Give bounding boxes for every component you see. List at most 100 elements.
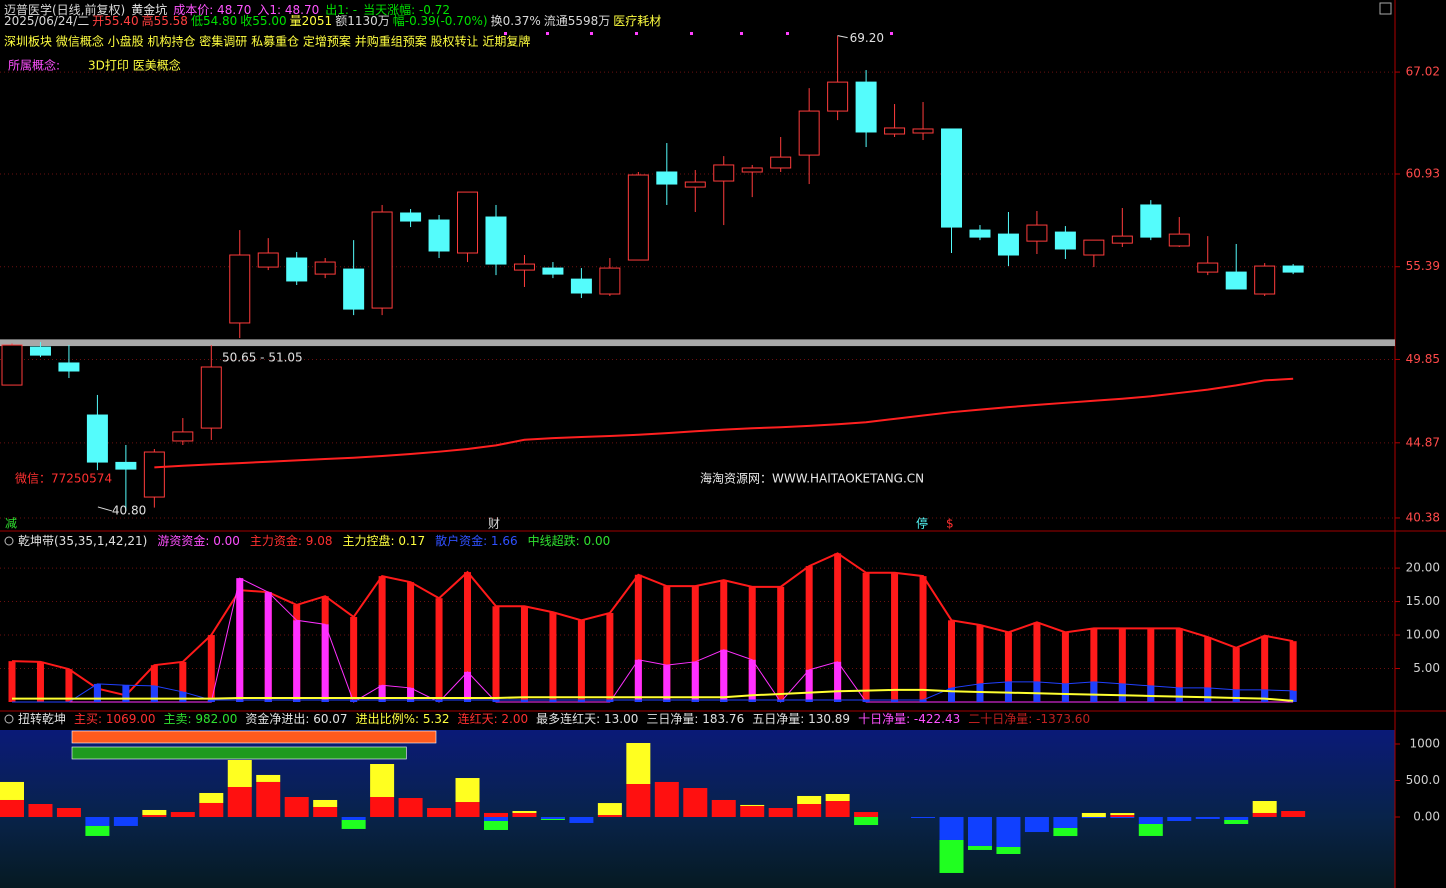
bar xyxy=(748,659,756,702)
bar-segment xyxy=(1195,816,1220,819)
bar xyxy=(777,586,785,702)
panel-header: 乾坤带(35,35,1,42,21) 游资资金: 0.00 主力资金: 9.08 主力… xyxy=(18,533,610,548)
bar xyxy=(492,699,500,702)
header-item: 开55.40 xyxy=(92,14,138,28)
bar-segment xyxy=(483,812,508,817)
bar xyxy=(1033,622,1041,702)
candle-body xyxy=(485,216,507,265)
header-item: 二十日净量: -1373.60 xyxy=(968,712,1090,726)
bar-top-line xyxy=(12,681,1294,703)
bar xyxy=(407,699,415,702)
candle-body xyxy=(58,362,80,372)
candle-body xyxy=(798,110,820,156)
header-item: 进出比例%: 5.32 xyxy=(356,712,450,726)
candle-body xyxy=(400,212,422,222)
bar-segment xyxy=(939,839,964,873)
bar xyxy=(1261,635,1269,702)
candle-body xyxy=(1,344,23,386)
bar xyxy=(663,699,671,702)
bar-segment xyxy=(569,816,594,823)
watermark: 海淘资源网：WWW.HAITAOKETANG.CN xyxy=(700,471,924,486)
bar-segment xyxy=(1053,816,1078,829)
bar xyxy=(948,620,956,702)
header-item: 低54.80 xyxy=(191,14,237,28)
header-item: 入1: 48.70 xyxy=(257,3,319,17)
bar-segment xyxy=(854,816,879,826)
bar xyxy=(976,624,984,702)
bar-segment xyxy=(540,816,565,819)
candle-body xyxy=(257,252,279,268)
bar-segment xyxy=(28,804,53,817)
bar xyxy=(1261,689,1269,702)
bar xyxy=(492,606,500,702)
candle-body xyxy=(1197,262,1219,273)
icon[interactable] xyxy=(4,536,14,546)
bar-segment xyxy=(1110,816,1135,819)
bar xyxy=(236,578,244,702)
ma-line xyxy=(154,377,1294,469)
bar xyxy=(891,699,899,702)
header-item: 出1: - xyxy=(325,3,357,17)
bar-top-line xyxy=(12,577,1294,703)
header-item: 幅-0.39(-0.70%) xyxy=(393,13,488,28)
bar-segment xyxy=(626,742,651,785)
bar-segment xyxy=(455,778,480,803)
bar xyxy=(520,699,528,702)
bar xyxy=(720,699,728,702)
header-item: 黄金坑 xyxy=(131,2,167,17)
low-label: 40.80 xyxy=(112,503,146,517)
bar xyxy=(948,687,956,702)
bar-segment xyxy=(1252,801,1277,813)
bar xyxy=(150,665,158,702)
candle-body xyxy=(286,257,308,282)
candle-body xyxy=(143,451,165,498)
candle-body xyxy=(229,254,251,324)
candle-body xyxy=(627,174,649,261)
bar-segment xyxy=(740,804,765,806)
bar-segment xyxy=(313,799,338,807)
band-label: 50.65 - 51.05 xyxy=(222,351,303,365)
bar-segment xyxy=(483,821,508,830)
bar-segment xyxy=(825,794,850,802)
bar-segment xyxy=(227,786,252,817)
header-item: 收55.00 xyxy=(240,14,286,28)
bar xyxy=(691,586,699,702)
header-item: 主买: 1069.00 xyxy=(74,712,155,726)
bar xyxy=(236,699,244,702)
window-button[interactable] xyxy=(1379,2,1392,15)
bar xyxy=(1090,681,1098,702)
bar-segment xyxy=(512,811,537,813)
bar xyxy=(435,699,443,702)
bar xyxy=(179,691,187,702)
bar xyxy=(407,687,415,702)
bar xyxy=(1147,685,1155,702)
bar-segment xyxy=(0,799,24,817)
y-tick-label: 60.93 xyxy=(1406,167,1440,181)
bar xyxy=(179,661,187,702)
header-item: 中线超跌: 0.00 xyxy=(528,533,611,548)
candle-body xyxy=(542,267,564,275)
icon[interactable] xyxy=(4,714,14,724)
panel-header: 扭转乾坤 主买: 1069.00 主卖: 982.00 资金净进出: 60.07 进出比… xyxy=(18,711,1090,726)
bar-segment xyxy=(455,802,480,817)
header-item: 主卖: 982.00 xyxy=(164,712,238,726)
bar-segment xyxy=(1081,812,1106,817)
concepts: 3D打印 医美概念 xyxy=(88,58,181,73)
bar-segment xyxy=(797,804,822,817)
bar xyxy=(891,572,899,702)
header-item: 流通5598万 xyxy=(544,14,611,28)
header-item: 主力资金: 9.08 xyxy=(250,533,333,548)
candle-body xyxy=(1168,233,1190,247)
candle-body xyxy=(86,414,108,463)
bar-segment xyxy=(626,784,651,817)
bar-segment xyxy=(1081,816,1106,819)
y-tick-label: 500.0 xyxy=(1406,773,1440,787)
bar xyxy=(350,699,358,702)
bar xyxy=(264,699,272,702)
candle-body xyxy=(1254,265,1276,295)
candle-body xyxy=(172,431,194,442)
candle-body xyxy=(1282,265,1304,273)
bar xyxy=(976,683,984,702)
bar-segment xyxy=(341,819,366,829)
